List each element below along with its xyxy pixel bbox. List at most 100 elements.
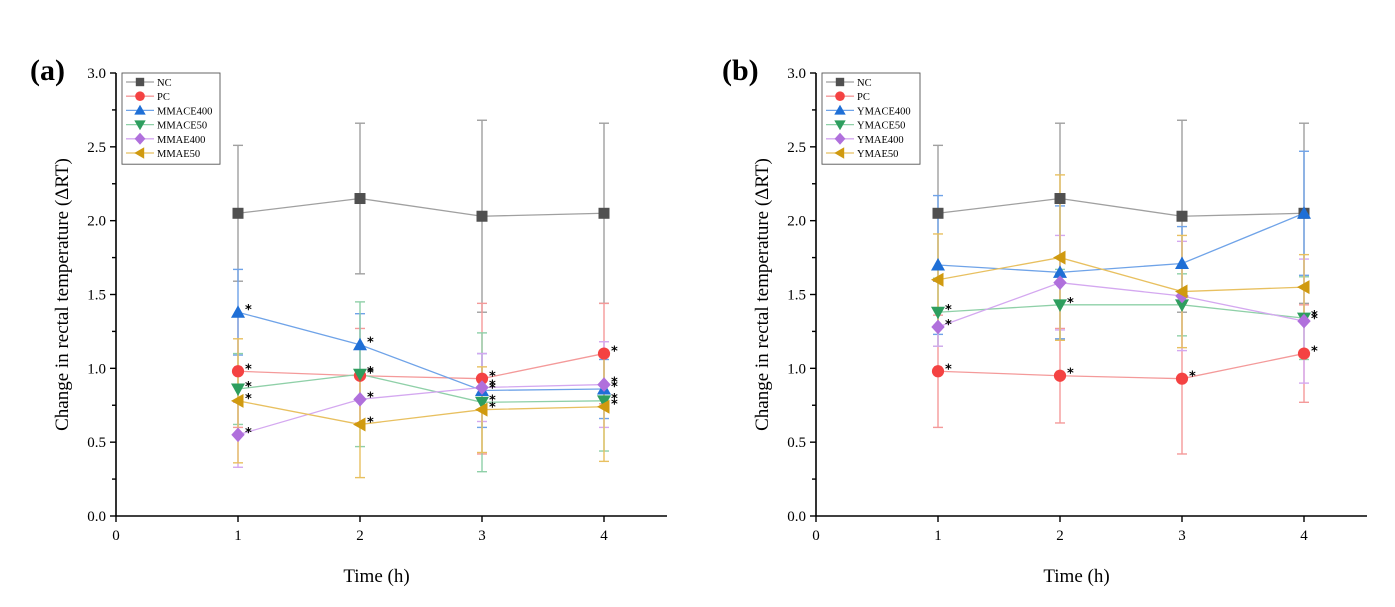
y-tick-label: 3.0 [87, 66, 106, 82]
significance-star: * [611, 345, 618, 360]
legend-marker-pc [835, 91, 845, 101]
panel-label: (a) [30, 54, 65, 87]
significance-star: * [489, 401, 496, 416]
legend-marker-ymace50 [834, 120, 846, 131]
significance-star: * [1067, 296, 1074, 311]
legend-box [821, 72, 921, 165]
significance-star: * [245, 303, 252, 318]
series-line-nc [237, 197, 605, 217]
significance-star: * [489, 381, 496, 396]
data-point-mmace50 [231, 383, 245, 397]
legend-label: NC [157, 78, 172, 89]
significance-star: * [489, 379, 496, 394]
data-point-pc [931, 365, 945, 378]
data-point-ymace400 [1175, 256, 1189, 269]
data-point-mmace50 [353, 368, 367, 382]
significance-star: * [1189, 370, 1196, 385]
data-point-mmace400 [353, 337, 367, 351]
legend-label: PC [157, 92, 170, 103]
x-tick-label: 2 [1056, 528, 1064, 544]
significance-star: * [1311, 312, 1318, 327]
significance-star: * [1311, 345, 1318, 360]
legend: NC PC MMACE400 MMACE50 MMAE400 MMAE50 [121, 72, 221, 165]
series-line-ymae400 [937, 282, 1305, 328]
data-point-nc [598, 207, 610, 219]
legend-label: MMACE400 [157, 106, 212, 117]
legend-marker-ymae400 [834, 132, 846, 145]
x-axis-title: Time (h) [1043, 566, 1109, 587]
data-point-mmace400 [231, 305, 245, 318]
data-point-mmace50 [475, 396, 489, 410]
data-point-mmae50 [475, 402, 488, 417]
legend-label: NC [857, 78, 872, 89]
y-tick-label: 0.0 [87, 509, 106, 525]
legend-label: MMAE400 [157, 135, 205, 146]
data-point-nc [232, 207, 244, 219]
legend-box [121, 72, 221, 165]
data-point-nc [1176, 210, 1188, 222]
y-tick-label: 3.0 [787, 66, 806, 82]
legend-marker-ymace400 [834, 104, 846, 115]
data-point-pc [1175, 372, 1189, 385]
x-tick-label: 3 [1178, 528, 1186, 544]
legend: NC PC YMACE400 YMACE50 YMAE400 YMAE50 [821, 72, 921, 165]
legend-label: YMACE400 [857, 106, 911, 117]
significance-star: * [489, 370, 496, 385]
data-point-pc [1053, 369, 1067, 382]
x-tick-label: 4 [600, 528, 608, 544]
significance-star: * [611, 392, 618, 407]
series-line-ymace400 [937, 212, 1305, 274]
data-point-ymace50 [1053, 299, 1067, 312]
significance-star: * [367, 390, 374, 405]
data-point-mmae400 [475, 380, 489, 395]
y-tick-label: 0.0 [787, 509, 806, 525]
x-tick-label: 0 [112, 528, 120, 544]
panel-a: (a)* * ***** **** **** **** *0 1 2 3 40.00.51.01.5… [30, 54, 667, 587]
legend-marker-pc [135, 91, 145, 101]
legend-marker-nc [835, 77, 845, 87]
legend-marker-mmae50 [134, 147, 145, 159]
panel-b: (b)* * *** *** *0 1 2 3 40.00.51.01.52.02.53.0Ti… [722, 54, 1367, 587]
data-point-nc [354, 193, 366, 205]
legend-marker-nc [135, 77, 145, 87]
x-tick-label: 2 [356, 528, 364, 544]
data-point-mmae50 [231, 393, 244, 408]
legend-label: MMACE50 [157, 121, 207, 132]
series-line-mmace400 [237, 311, 605, 392]
significance-star: * [367, 336, 374, 351]
data-point-nc [476, 210, 488, 222]
significance-star: * [489, 393, 496, 408]
data-point-pc [597, 347, 611, 360]
legend-label: YMACE50 [857, 121, 905, 132]
series-line-mmace50 [237, 373, 605, 403]
data-point-ymace400 [931, 257, 945, 271]
series-line-ymace50 [937, 304, 1305, 319]
y-axis-title: Change in rectal temperature (ΔRT) [52, 158, 73, 431]
significance-star: * [367, 365, 374, 380]
y-tick-label: 2.5 [787, 140, 806, 156]
data-point-ymace50 [1175, 299, 1189, 312]
y-tick-label: 2.0 [787, 214, 806, 230]
x-tick-label: 1 [234, 528, 242, 544]
significance-star: * [611, 380, 618, 395]
x-tick-label: 0 [812, 528, 820, 544]
x-tick-label: 1 [934, 528, 942, 544]
y-tick-label: 0.5 [87, 435, 106, 451]
series-line-ymae50 [937, 256, 1305, 293]
data-point-ymace50 [931, 306, 945, 320]
legend-label: YMAE400 [857, 135, 904, 146]
significance-star: * [945, 303, 952, 318]
data-point-ymae400 [1053, 275, 1067, 290]
data-point-mmace50 [597, 395, 611, 408]
data-point-pc [475, 372, 489, 385]
data-point-pc [1297, 347, 1311, 360]
legend-marker-ymae50 [834, 147, 845, 159]
significance-star: * [367, 367, 374, 382]
legend-label: YMAE50 [857, 149, 898, 160]
legend-label: MMAE50 [157, 149, 200, 160]
data-point-ymae50 [1175, 284, 1188, 299]
series-line-mmae400 [237, 383, 605, 436]
significance-star: * [245, 362, 252, 377]
legend-label: PC [857, 92, 870, 103]
